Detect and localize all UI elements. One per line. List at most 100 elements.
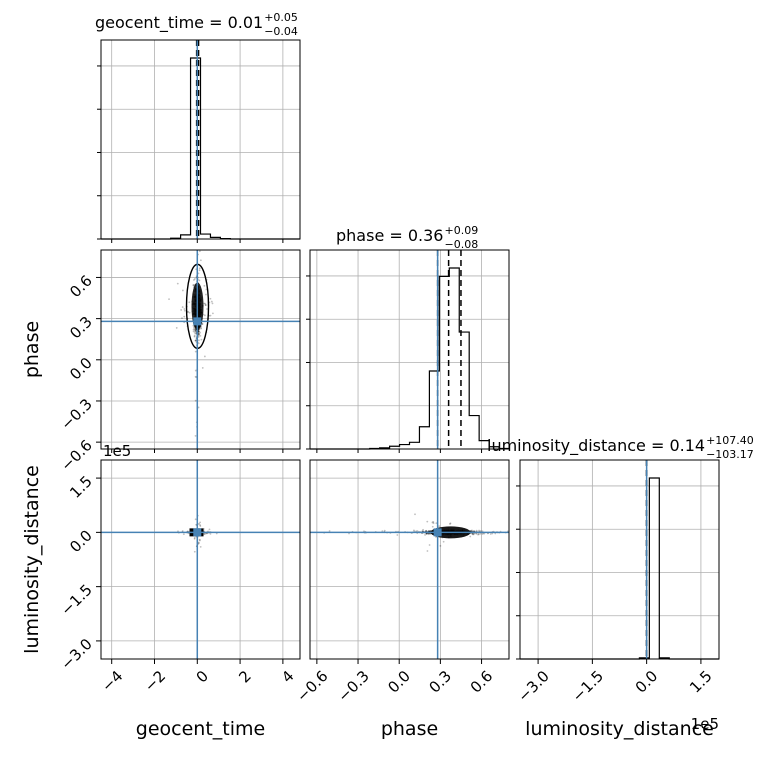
sample-point — [197, 342, 200, 345]
sample-point — [428, 544, 431, 546]
sample-point — [200, 327, 202, 329]
hist-panel-phase — [306, 249, 510, 450]
sample-point — [194, 331, 196, 334]
title-plus: +0.09 — [444, 224, 478, 237]
x-tick-label: 0 — [193, 667, 212, 686]
sample-point — [203, 355, 206, 358]
sample-point — [193, 334, 196, 337]
y-tick-label: 0.6 — [66, 272, 96, 302]
sample-point — [426, 520, 429, 523]
y-axis-label-phase: phase — [21, 321, 43, 378]
sample-point — [183, 309, 186, 312]
sample-point — [421, 530, 424, 533]
x-axis-label-geocent_time: geocent_time — [136, 718, 265, 740]
sample-point — [197, 330, 200, 333]
sample-point — [193, 537, 196, 540]
y-tick-label: 0.0 — [66, 354, 96, 384]
sample-point — [182, 533, 185, 536]
title-plus: +0.05 — [264, 11, 298, 24]
sample-point — [181, 317, 183, 320]
x-tick-label: −0.3 — [334, 667, 372, 705]
sample-point — [193, 279, 195, 281]
sample-point — [472, 533, 474, 536]
sample-point — [197, 332, 200, 335]
sample-point — [472, 533, 475, 536]
sample-point — [193, 550, 196, 553]
sample-point — [483, 532, 486, 535]
truth-marker — [433, 528, 442, 537]
sample-point — [192, 330, 195, 333]
sample-point — [198, 333, 201, 335]
sample-point — [383, 529, 386, 532]
sample-point — [414, 513, 416, 516]
sample-point — [197, 330, 200, 333]
sample-point — [439, 544, 442, 547]
sample-point — [193, 196, 195, 198]
sample-point — [194, 329, 197, 332]
x-tick-label: −1.5 — [569, 667, 607, 705]
y-tick-label: −3.0 — [57, 635, 95, 673]
sample-point — [209, 314, 212, 317]
sample-point — [428, 530, 430, 532]
sample-point — [489, 533, 492, 535]
sample-point — [558, 532, 560, 534]
sample-point — [193, 278, 196, 280]
sample-point — [195, 339, 197, 342]
sample-point — [180, 309, 183, 311]
sample-point — [197, 330, 200, 333]
sample-point — [194, 434, 197, 437]
x-tick-label: −3.0 — [514, 667, 552, 705]
sample-point — [200, 327, 202, 330]
sample-point — [192, 284, 195, 287]
sample-point — [203, 284, 206, 287]
sample-point — [197, 333, 200, 336]
y-offset-label: 1e5 — [103, 442, 131, 460]
panel-frame — [100, 249, 301, 450]
y-tick-label: 0.3 — [66, 313, 96, 343]
x-tick-label: 0.0 — [632, 667, 662, 697]
panel-frame — [100, 459, 301, 660]
sample-point — [566, 533, 568, 535]
y-tick-label: −0.3 — [57, 395, 95, 433]
sample-point — [175, 327, 178, 329]
sample-point — [435, 522, 438, 525]
sample-point — [186, 311, 189, 314]
sample-point — [396, 534, 399, 536]
sample-point — [193, 335, 196, 338]
y-axis-label-luminosity_distance: luminosity_distance — [21, 465, 43, 654]
sample-point — [201, 367, 204, 369]
sample-point — [416, 530, 419, 532]
sample-point — [192, 328, 195, 331]
x-tick-label: 4 — [278, 667, 297, 686]
sample-point — [199, 545, 202, 548]
sample-point — [181, 306, 184, 308]
sample-point — [422, 528, 424, 531]
sample-point — [194, 369, 197, 372]
sample-point — [197, 406, 200, 409]
sample-point — [425, 532, 428, 535]
sample-point — [381, 530, 384, 533]
sample-point — [198, 269, 201, 272]
sample-point — [199, 248, 201, 250]
sample-point — [469, 530, 472, 532]
scatter-panel-luminosity_distance-vs-geocent_time — [100, 459, 301, 660]
sample-point — [477, 533, 479, 536]
sample-point — [204, 304, 207, 306]
sample-point — [168, 298, 170, 301]
sample-point — [194, 332, 197, 335]
sample-point — [181, 530, 184, 532]
sample-point — [205, 293, 207, 296]
truth-marker — [193, 528, 202, 537]
sample-point — [469, 535, 472, 538]
truth-marker — [193, 317, 202, 326]
sample-point — [203, 533, 206, 535]
panel-frame — [309, 459, 510, 660]
sample-point — [176, 282, 179, 285]
sample-point — [198, 522, 200, 525]
sample-point — [194, 330, 197, 332]
sample-point — [199, 331, 201, 334]
sample-point — [472, 530, 475, 532]
x-tick-label: 2 — [235, 667, 254, 686]
title-minus: −0.08 — [444, 238, 478, 251]
